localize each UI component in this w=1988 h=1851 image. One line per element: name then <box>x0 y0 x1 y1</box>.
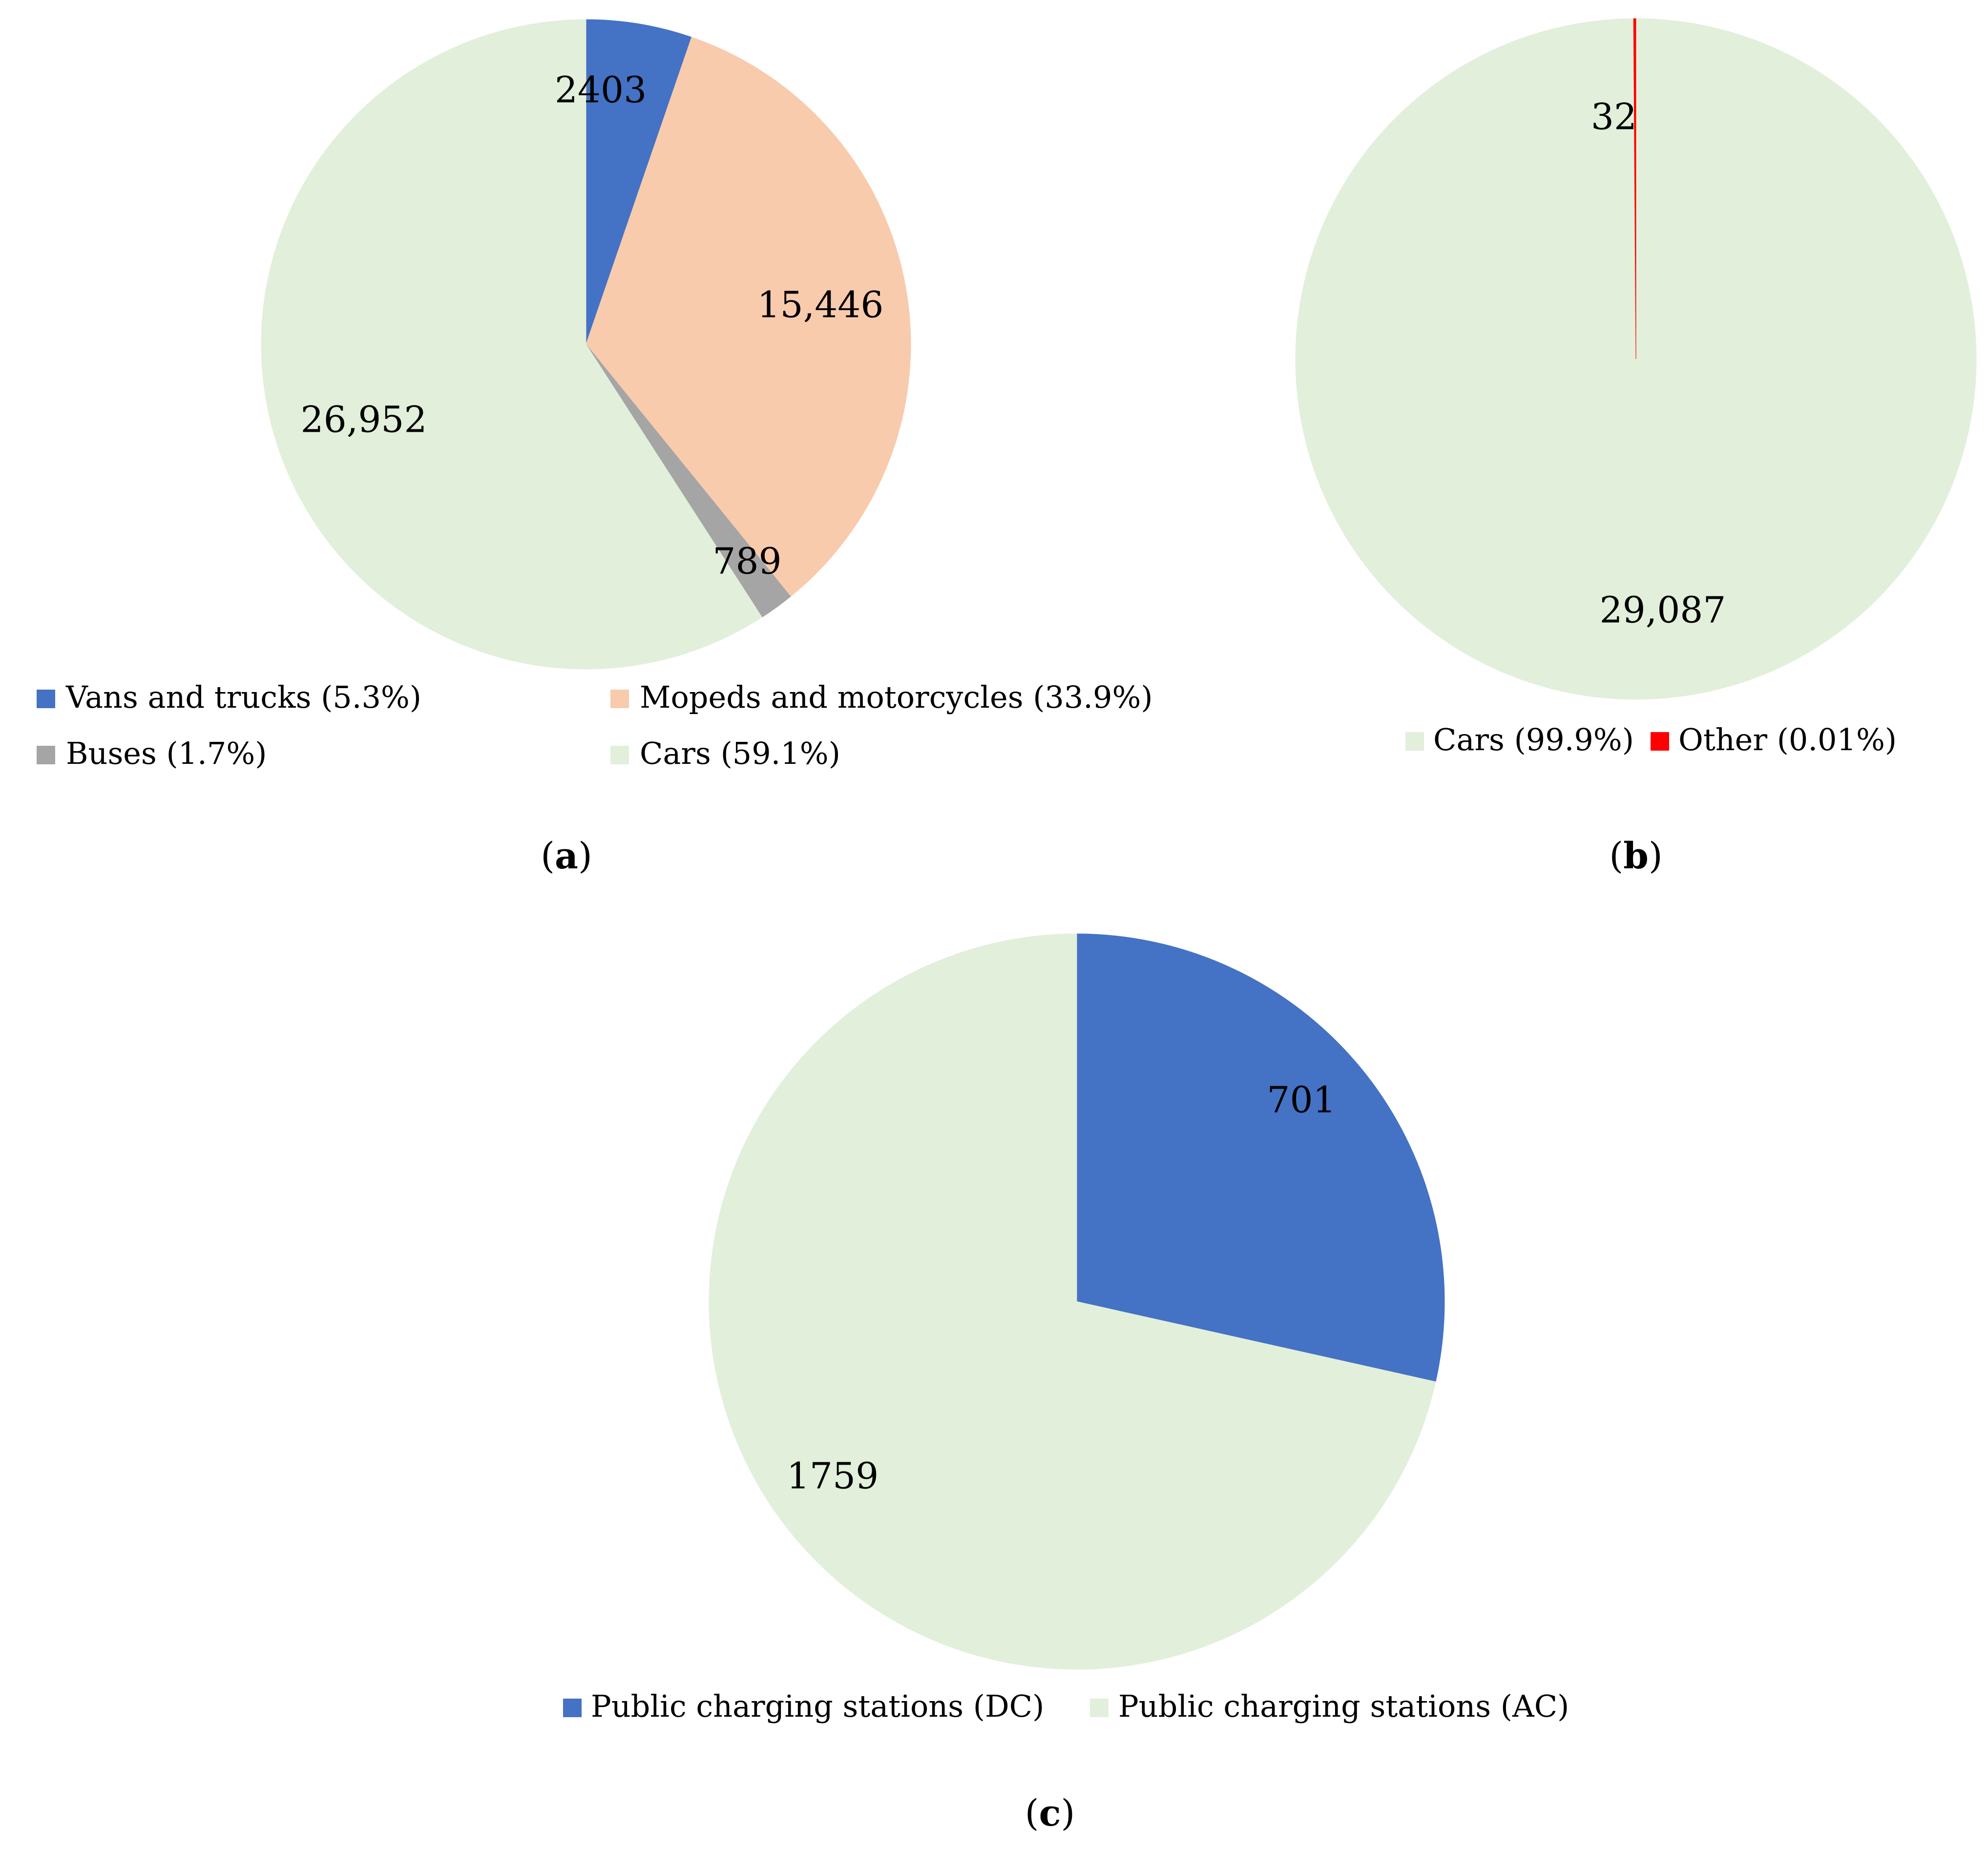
pie-slice-vans-and-trucks-a <box>586 19 692 345</box>
pie-slices-c <box>709 933 1445 1670</box>
pie-value-labels-b: 29,087 32 <box>1591 96 1726 631</box>
legend-swatch-dc <box>563 1699 582 1717</box>
pie-slices-a <box>261 19 911 670</box>
legend-label-other: Other (0.01%) <box>1678 722 1897 757</box>
legend-b: Cars (99.9%) Other (0.01%) <box>1405 722 1897 757</box>
legend-label-mopeds-and-motorcycles: Mopeds and motorcycles (33.9%) <box>640 679 1153 715</box>
legend-item-cars-b: Cars (99.9%) <box>1405 722 1634 757</box>
value-label-cars-b: 29,087 <box>1600 589 1726 631</box>
legend-swatch-ac <box>1090 1699 1109 1717</box>
pie-slice-public-charging-stations-c <box>709 933 1436 1670</box>
legend-label-cars-b: Cars (99.9%) <box>1433 722 1634 757</box>
legend-swatch-other <box>1651 732 1669 751</box>
panel-letter-c: c <box>1039 1792 1061 1834</box>
legend-item-mopeds-and-motorcycles: Mopeds and motorcycles (33.9%) <box>610 679 1153 715</box>
value-label-buses: 789 <box>712 540 781 582</box>
legend-c: Public charging stations (DC) Public cha… <box>563 1688 1569 1724</box>
legend-label-ac: Public charging stations (AC) <box>1118 1688 1569 1724</box>
legend-label-dc: Public charging stations (DC) <box>591 1688 1044 1724</box>
value-label-cars-a: 26,952 <box>301 399 427 441</box>
pie-chart-c: 701 1759 Public charging stations (DC) P… <box>563 933 1569 1834</box>
value-label-ac: 1759 <box>787 1455 879 1497</box>
legend-item-other: Other (0.01%) <box>1651 722 1897 757</box>
legend-label-cars-a: Cars (59.1%) <box>640 736 840 771</box>
legend-swatch-cars-a <box>610 746 629 764</box>
legend-label-vans-and-trucks: Vans and trucks (5.3%) <box>65 679 421 715</box>
panel-letter-b: b <box>1623 835 1649 877</box>
pie-chart-a: 2403 15,446 789 26,952 Vans and trucks (… <box>37 19 1153 877</box>
value-label-other: 32 <box>1591 96 1637 138</box>
panel-letter-a: a <box>555 835 578 877</box>
panel-label-b: (b) <box>1609 835 1663 877</box>
pie-value-labels-a: 2403 15,446 789 26,952 <box>301 69 884 582</box>
value-label-dc: 701 <box>1267 1079 1336 1121</box>
legend-item-vans-and-trucks: Vans and trucks (5.3%) <box>37 679 421 715</box>
pie-chart-b: 29,087 32 Cars (99.9%) Other (0.01%) (b) <box>1295 18 1977 877</box>
panel-label-c: (c) <box>1025 1792 1075 1834</box>
pie-value-labels-c: 701 1759 <box>787 1079 1336 1497</box>
legend-item-ac: Public charging stations (AC) <box>1090 1688 1569 1724</box>
value-label-mopeds-and-motorcycles: 15,446 <box>757 284 884 326</box>
legend-swatch-cars-b <box>1405 732 1424 751</box>
legend-label-buses: Buses (1.7%) <box>66 736 267 771</box>
pie-slice-other-b <box>1633 18 1636 359</box>
legend-swatch-mopeds-and-motorcycles <box>610 690 629 708</box>
panel-label-a: (a) <box>541 835 592 877</box>
pie-slice-public-charging-stations-c <box>1076 933 1445 1382</box>
value-label-vans-and-trucks: 2403 <box>555 69 647 111</box>
legend-swatch-vans-and-trucks <box>37 690 55 708</box>
legend-item-cars-a: Cars (59.1%) <box>610 736 840 771</box>
pie-slice-mopeds-and-motorcycles-a <box>586 37 911 597</box>
legend-item-dc: Public charging stations (DC) <box>563 1688 1044 1724</box>
pie-slice-cars-a <box>261 19 763 670</box>
pie-slices-b <box>1295 18 1977 700</box>
legend-item-buses: Buses (1.7%) <box>37 736 267 771</box>
legend-swatch-buses <box>37 746 55 764</box>
legend-a: Vans and trucks (5.3%) Mopeds and motorc… <box>37 679 1153 771</box>
